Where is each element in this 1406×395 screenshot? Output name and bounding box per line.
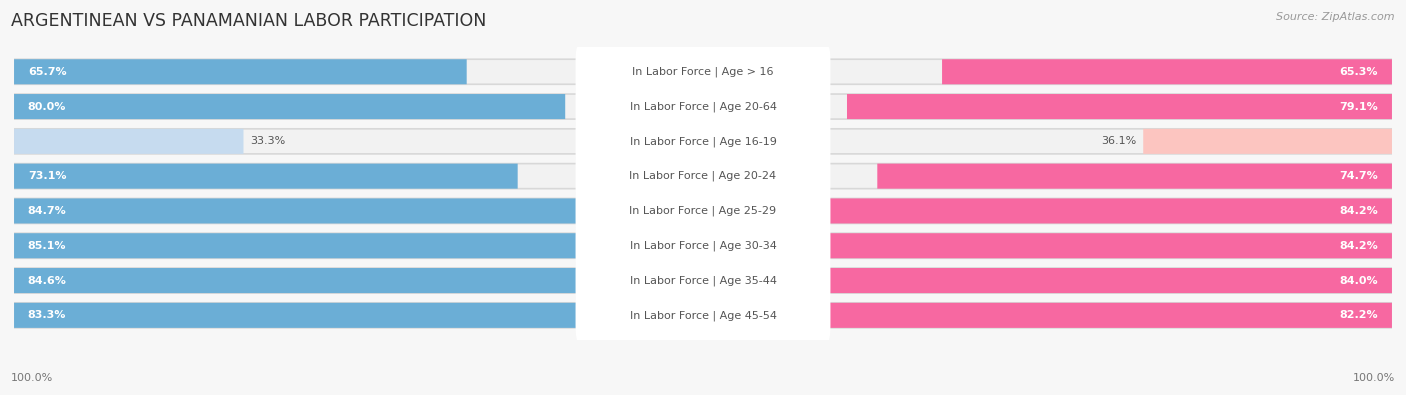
FancyBboxPatch shape xyxy=(575,288,831,342)
Text: ARGENTINEAN VS PANAMANIAN LABOR PARTICIPATION: ARGENTINEAN VS PANAMANIAN LABOR PARTICIP… xyxy=(11,12,486,30)
FancyBboxPatch shape xyxy=(575,45,831,99)
Text: 84.2%: 84.2% xyxy=(1340,206,1378,216)
FancyBboxPatch shape xyxy=(14,94,565,119)
FancyBboxPatch shape xyxy=(575,149,831,203)
FancyBboxPatch shape xyxy=(14,268,598,293)
FancyBboxPatch shape xyxy=(14,233,1392,258)
FancyBboxPatch shape xyxy=(811,198,1392,224)
FancyBboxPatch shape xyxy=(877,164,1392,189)
FancyBboxPatch shape xyxy=(575,254,831,307)
FancyBboxPatch shape xyxy=(811,233,1392,258)
FancyBboxPatch shape xyxy=(14,164,517,189)
Text: 84.7%: 84.7% xyxy=(28,206,66,216)
Text: 83.3%: 83.3% xyxy=(28,310,66,320)
FancyBboxPatch shape xyxy=(942,59,1392,84)
Text: In Labor Force | Age 20-24: In Labor Force | Age 20-24 xyxy=(630,171,776,181)
FancyBboxPatch shape xyxy=(14,94,1392,119)
FancyBboxPatch shape xyxy=(825,303,1392,328)
FancyBboxPatch shape xyxy=(575,184,831,238)
Text: 84.0%: 84.0% xyxy=(1340,276,1378,286)
Text: 100.0%: 100.0% xyxy=(1353,373,1395,383)
Text: In Labor Force | Age 25-29: In Labor Force | Age 25-29 xyxy=(630,206,776,216)
Text: 82.2%: 82.2% xyxy=(1340,310,1378,320)
FancyBboxPatch shape xyxy=(14,198,598,224)
Text: 84.6%: 84.6% xyxy=(28,276,66,286)
Text: Source: ZipAtlas.com: Source: ZipAtlas.com xyxy=(1277,12,1395,22)
Text: 79.1%: 79.1% xyxy=(1340,102,1378,111)
FancyBboxPatch shape xyxy=(14,198,1392,224)
FancyBboxPatch shape xyxy=(575,80,831,134)
FancyBboxPatch shape xyxy=(575,219,831,273)
Text: In Labor Force | Age 20-64: In Labor Force | Age 20-64 xyxy=(630,101,776,112)
FancyBboxPatch shape xyxy=(813,268,1392,293)
Text: In Labor Force | Age > 16: In Labor Force | Age > 16 xyxy=(633,66,773,77)
Text: 36.1%: 36.1% xyxy=(1101,136,1136,147)
Text: 80.0%: 80.0% xyxy=(28,102,66,111)
Text: In Labor Force | Age 45-54: In Labor Force | Age 45-54 xyxy=(630,310,776,321)
Text: In Labor Force | Age 35-44: In Labor Force | Age 35-44 xyxy=(630,275,776,286)
Text: In Labor Force | Age 16-19: In Labor Force | Age 16-19 xyxy=(630,136,776,147)
Text: 100.0%: 100.0% xyxy=(11,373,53,383)
FancyBboxPatch shape xyxy=(14,303,1392,328)
FancyBboxPatch shape xyxy=(575,115,831,168)
FancyBboxPatch shape xyxy=(14,164,1392,189)
FancyBboxPatch shape xyxy=(14,268,1392,293)
FancyBboxPatch shape xyxy=(14,303,588,328)
Text: 85.1%: 85.1% xyxy=(28,241,66,251)
FancyBboxPatch shape xyxy=(14,129,1392,154)
FancyBboxPatch shape xyxy=(14,233,600,258)
Text: 65.7%: 65.7% xyxy=(28,67,66,77)
Text: 84.2%: 84.2% xyxy=(1340,241,1378,251)
Text: 74.7%: 74.7% xyxy=(1340,171,1378,181)
FancyBboxPatch shape xyxy=(14,59,467,84)
FancyBboxPatch shape xyxy=(14,59,1392,84)
Text: 65.3%: 65.3% xyxy=(1340,67,1378,77)
FancyBboxPatch shape xyxy=(1143,129,1392,154)
FancyBboxPatch shape xyxy=(14,129,243,154)
Text: 73.1%: 73.1% xyxy=(28,171,66,181)
FancyBboxPatch shape xyxy=(846,94,1392,119)
Text: In Labor Force | Age 30-34: In Labor Force | Age 30-34 xyxy=(630,241,776,251)
Text: 33.3%: 33.3% xyxy=(250,136,285,147)
